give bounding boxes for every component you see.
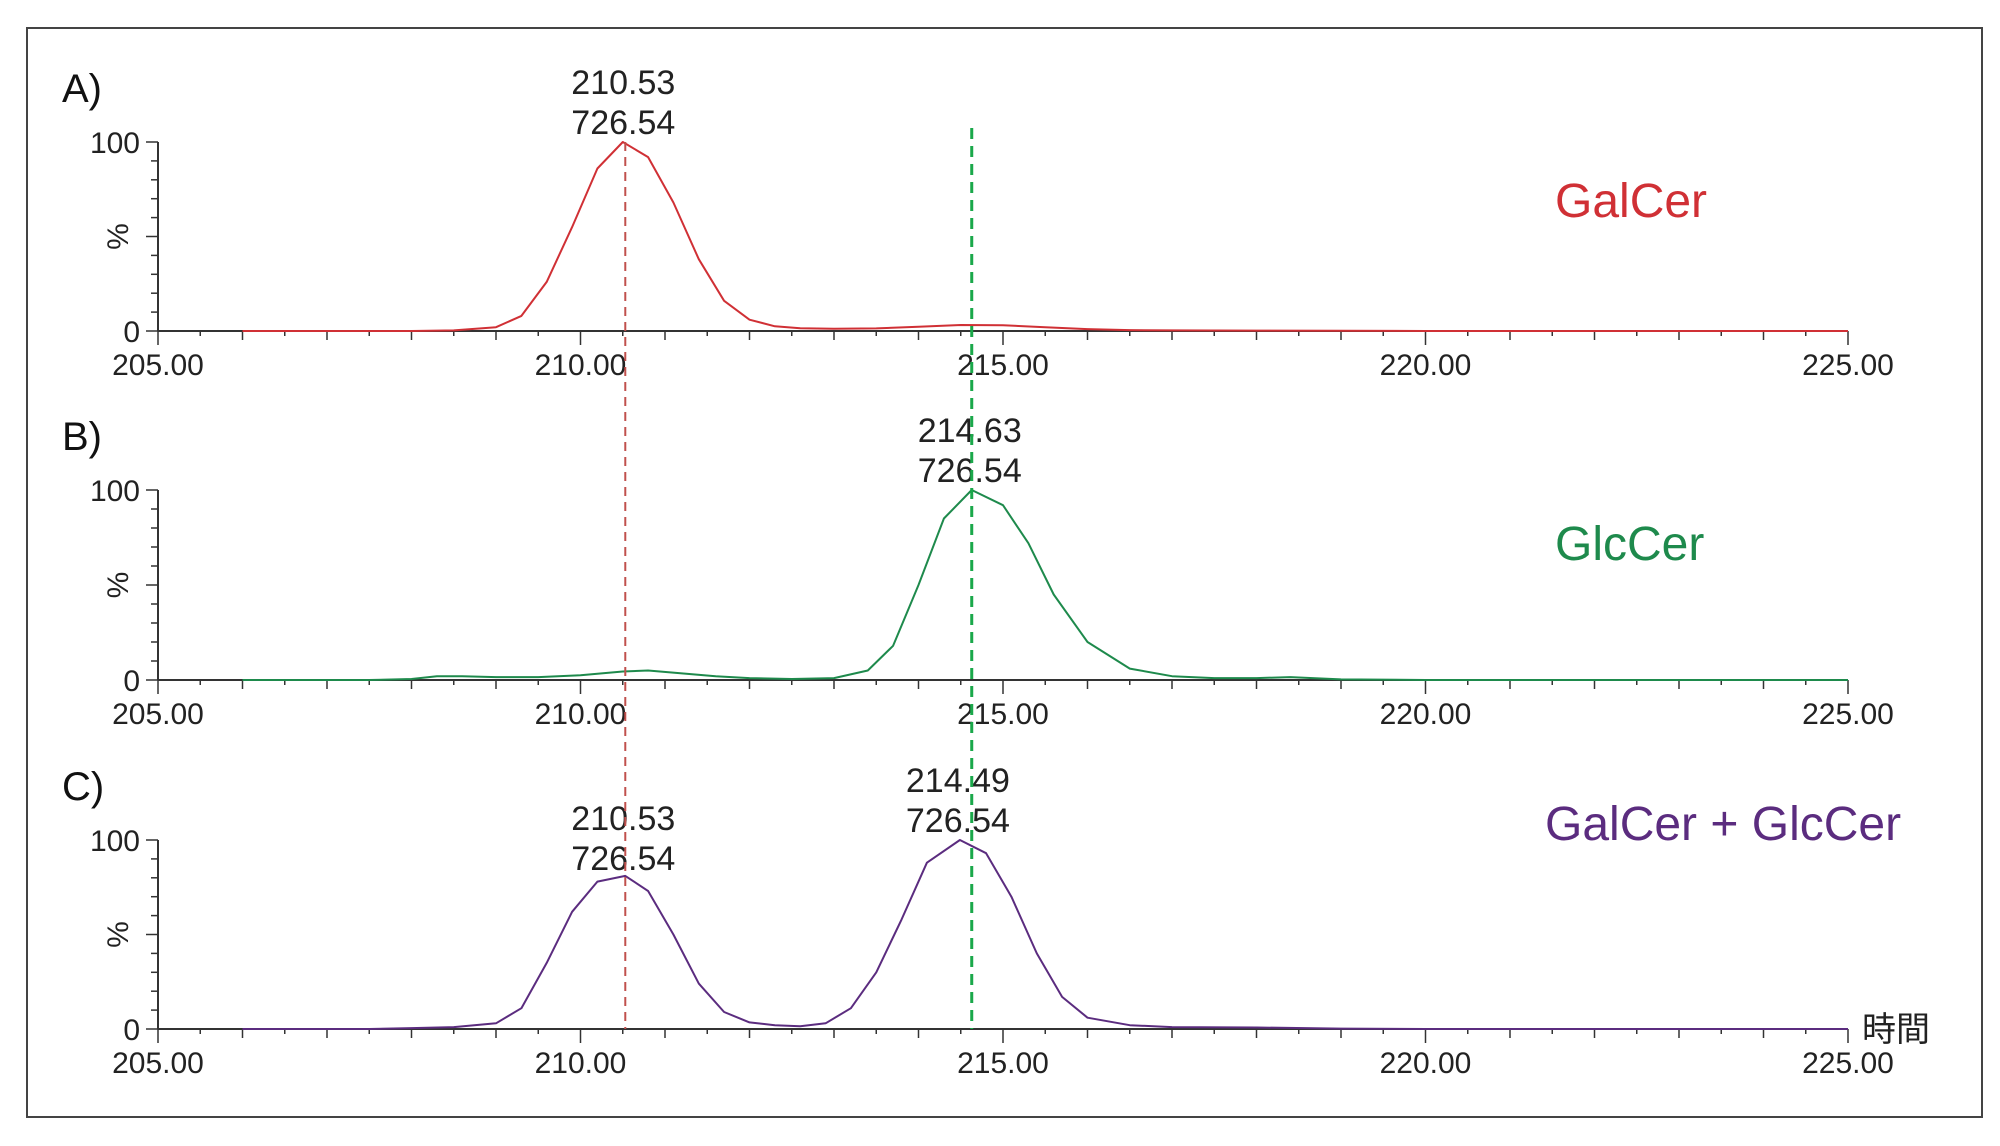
panel-label: C) (62, 765, 104, 809)
peak-time-label: 210.53 (571, 800, 675, 838)
series-name: GalCer + GlcCer (1545, 798, 1901, 851)
panel-label: A) (62, 67, 102, 111)
y-axis-label: % (102, 572, 135, 599)
x-tick-label: 220.00 (1380, 698, 1472, 731)
y-tick-label: 100 (90, 475, 140, 508)
x-axis-unit: 時間 (1862, 1011, 1930, 1049)
x-tick-label: 205.00 (112, 698, 204, 731)
x-tick-label: 205.00 (112, 349, 204, 382)
x-tick-label: 220.00 (1380, 1047, 1472, 1080)
series-name: GlcCer (1555, 518, 1704, 571)
y-tick-label: 100 (90, 127, 140, 160)
x-tick-label: 210.00 (535, 349, 627, 382)
figure-frame (26, 27, 1983, 1118)
x-tick-label: 210.00 (535, 698, 627, 731)
y-tick-label: 0 (123, 316, 140, 349)
peak-time-label: 210.53 (571, 64, 675, 102)
series-trace (242, 489, 1848, 681)
panels: A) 0 100% 205.00 210.00 215.00 220.00 225.00 210… (62, 64, 1930, 1080)
x-tick-label: 215.00 (957, 1047, 1049, 1080)
peak-mz-label: 726.54 (571, 104, 675, 142)
y-tick-label: 0 (123, 665, 140, 698)
x-tick-label: 225.00 (1802, 1047, 1894, 1080)
series-name: GalCer (1555, 175, 1707, 228)
x-tick-label: 225.00 (1802, 349, 1894, 382)
x-tick-label: 210.00 (535, 1047, 627, 1080)
peak-mz-label: 726.54 (918, 452, 1022, 490)
y-tick-label: 0 (123, 1014, 140, 1047)
series-trace (242, 839, 1848, 1030)
peak-time-label: 214.49 (906, 762, 1010, 800)
peak-time-label: 214.63 (918, 412, 1022, 450)
panel-3: C) 0 100% 205.00 210.00 215.00 220.00 225.00 210… (62, 762, 1930, 1080)
series-trace (242, 141, 1848, 332)
panel-label: B) (62, 415, 102, 459)
x-tick-label: 220.00 (1380, 349, 1472, 382)
y-tick-label: 100 (90, 825, 140, 858)
peak-mz-label: 726.54 (906, 802, 1010, 840)
y-axis-label: % (102, 921, 135, 948)
x-tick-label: 205.00 (112, 1047, 204, 1080)
x-tick-label: 225.00 (1802, 698, 1894, 731)
reference-lines (624, 128, 974, 1029)
y-axis-label: % (102, 223, 135, 250)
peak-mz-label: 726.54 (571, 840, 675, 878)
